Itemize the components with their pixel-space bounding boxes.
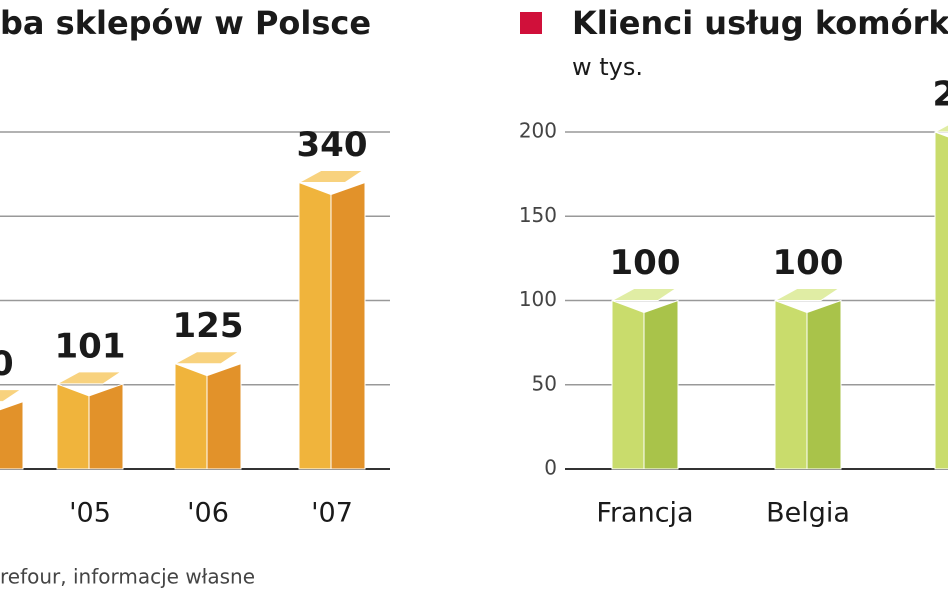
x-tick-label: '06 [187, 498, 229, 529]
chart-title: ba sklepów w Polsce [0, 4, 371, 42]
value-label: 101 [55, 326, 126, 366]
bar-front [298, 181, 332, 470]
value-label: 100 [773, 243, 844, 283]
bar [174, 351, 242, 470]
bar [56, 371, 124, 470]
value-label: 100 [610, 243, 681, 283]
bar [611, 288, 679, 470]
bar-top [56, 371, 123, 385]
bar-front [611, 299, 645, 470]
y-tick-label: 100 [519, 287, 557, 311]
y-tick-label: 50 [532, 371, 557, 395]
value-label: 340 [297, 125, 368, 165]
bar-side [643, 299, 679, 470]
bar-side [806, 299, 842, 470]
bar-side [88, 383, 124, 470]
x-tick-label: Belgia [766, 498, 850, 529]
bar-front [774, 299, 808, 470]
bar-side [330, 181, 366, 470]
bar-front [174, 362, 208, 470]
bar [934, 124, 948, 470]
bar-top [174, 351, 241, 365]
bar [298, 170, 366, 470]
bar-front [934, 131, 948, 470]
y-tick-label: 0 [544, 456, 557, 480]
chart-title: Klienci usług komórk [572, 4, 948, 42]
bar-side [0, 400, 24, 470]
bar [0, 389, 24, 470]
chart-subtitle: w tys. [572, 53, 643, 81]
title-marker [520, 12, 542, 34]
value-label: 200 [933, 75, 948, 115]
bar-front [56, 383, 90, 470]
bar [774, 288, 842, 470]
x-tick-label: '07 [311, 498, 353, 529]
bar-side [206, 362, 242, 470]
x-tick-label: Francja [596, 498, 693, 529]
y-tick-label: 200 [519, 119, 557, 143]
value-label: 125 [173, 306, 244, 346]
y-tick-label: 150 [519, 203, 557, 227]
bar-top [774, 288, 841, 301]
x-tick-label: '05 [69, 498, 111, 529]
bar-top [298, 170, 365, 184]
bar-top [0, 389, 23, 403]
bar-top [611, 288, 678, 301]
bar-top [934, 124, 948, 133]
value-label: 80 [0, 344, 14, 384]
source: refour, informacje własne [0, 565, 255, 589]
